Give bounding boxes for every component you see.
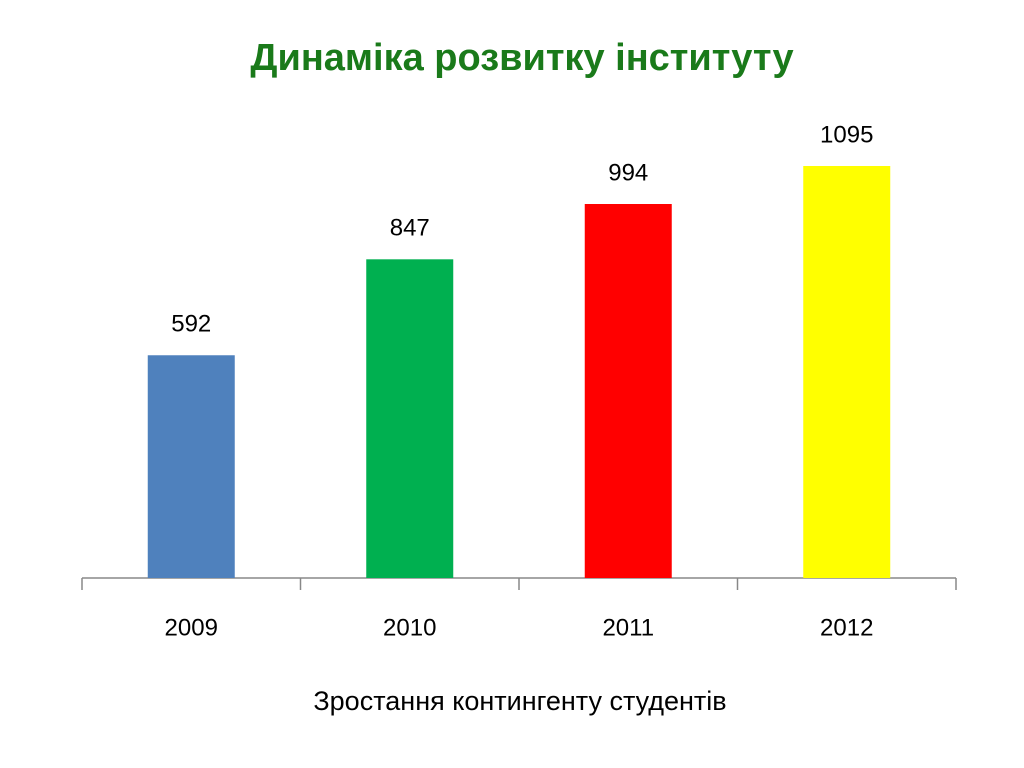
- value-label: 592: [171, 311, 211, 338]
- x-axis-title: Зростання контингенту студентів: [313, 686, 726, 716]
- value-label: 847: [390, 215, 430, 242]
- x-tick-label: 2009: [165, 614, 218, 641]
- bar: [803, 166, 891, 578]
- bar: [147, 355, 235, 578]
- x-tick-label: 2011: [602, 614, 654, 641]
- bar: [584, 204, 672, 578]
- x-tick-label: 2012: [820, 614, 873, 641]
- value-label: 1095: [820, 121, 873, 148]
- chart-title: Динаміка розвитку інституту: [250, 37, 793, 79]
- x-tick-label: 2010: [383, 614, 436, 641]
- value-label: 994: [608, 159, 648, 186]
- bar: [366, 259, 454, 578]
